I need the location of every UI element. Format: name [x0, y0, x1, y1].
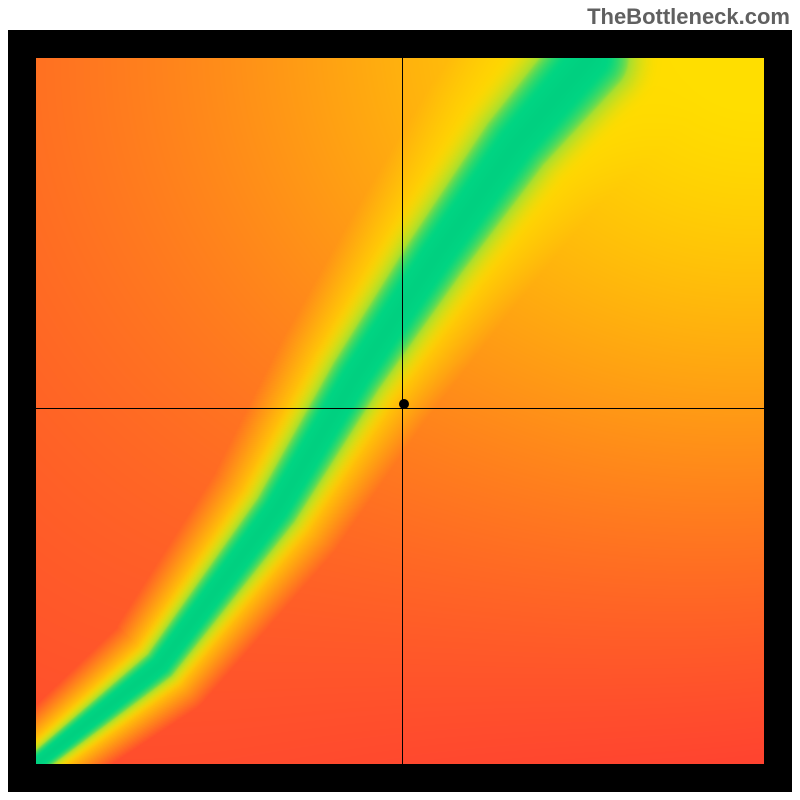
crosshair-vertical [402, 58, 403, 764]
crosshair-horizontal [36, 408, 764, 409]
watermark-text: TheBottleneck.com [587, 4, 790, 30]
figure-container: TheBottleneck.com [0, 0, 800, 800]
heatmap-canvas [36, 58, 764, 764]
plot-area [36, 58, 764, 764]
crosshair-marker [399, 399, 409, 409]
